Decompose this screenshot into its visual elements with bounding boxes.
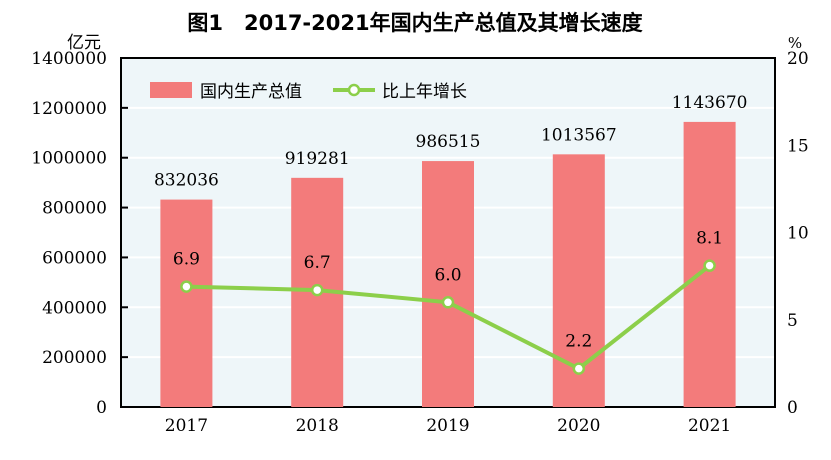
left-tick-label: 0 (96, 398, 107, 418)
left-tick-label: 1400000 (31, 49, 107, 69)
bar (160, 199, 213, 407)
line-label: 6.9 (173, 250, 200, 270)
x-tick-label: 2018 (296, 416, 339, 436)
legend-line-label: 比上年增长 (382, 82, 467, 102)
line-point (180, 280, 193, 293)
legend-bar-swatch (150, 82, 192, 98)
bar-label: 1143670 (672, 93, 748, 113)
line-label: 6.7 (304, 253, 331, 273)
left-tick-label: 600000 (42, 248, 107, 268)
left-tick-label: 200000 (42, 348, 107, 368)
x-tick-label: 2020 (557, 416, 600, 436)
bar-label: 1013567 (541, 125, 617, 145)
left-axis-unit: 亿元 (67, 33, 101, 53)
line-label: 6.0 (434, 265, 461, 285)
right-tick-label: 10 (787, 224, 809, 244)
bar-label: 986515 (416, 132, 481, 152)
right-tick-label: 5 (787, 311, 798, 331)
line-point (441, 296, 455, 309)
left-tick-label: 1000000 (31, 149, 107, 169)
left-tick-label: 800000 (42, 199, 107, 219)
right-tick-label: 20 (787, 49, 809, 69)
bar-label: 919281 (285, 149, 350, 169)
bar-label: 832036 (154, 171, 219, 191)
chart-title: 图1 2017-2021年国内生产总值及其增长速度 (187, 11, 642, 35)
right-tick-label: 0 (787, 398, 798, 418)
bar (422, 161, 474, 407)
left-tick-label: 400000 (42, 298, 107, 318)
legend-bar-label: 国内生产总值 (200, 82, 302, 102)
right-axis-unit: % (788, 34, 802, 52)
line-label: 2.2 (565, 332, 592, 352)
legend-line-marker (347, 83, 361, 97)
x-tick-label: 2021 (688, 416, 731, 436)
x-tick-label: 2019 (426, 416, 469, 436)
right-tick-label: 15 (787, 136, 809, 156)
line-point (572, 362, 586, 375)
line-point (310, 283, 324, 297)
left-tick-label: 1200000 (31, 99, 107, 119)
x-tick-label: 2017 (165, 416, 208, 436)
line-label: 8.1 (696, 229, 723, 249)
line-point (703, 259, 716, 272)
